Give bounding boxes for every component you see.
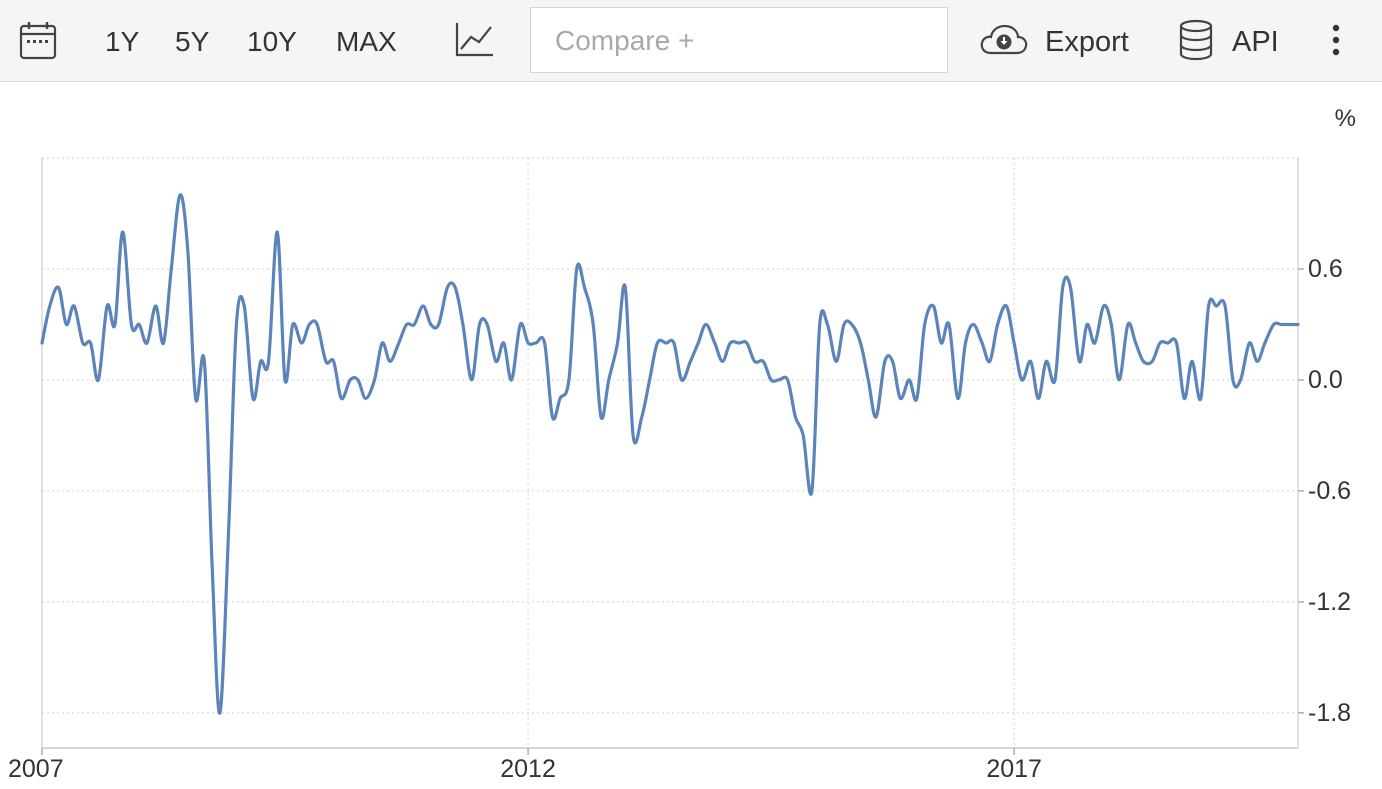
series-line-0	[40, 193, 1300, 715]
export-button[interactable]: Export	[1045, 26, 1129, 58]
y-tick-label: 0.0	[1308, 366, 1343, 394]
grid-layer	[41, 157, 1298, 748]
line-chart: 0.6 0.0 -0.6 -1.2 -1.8 2007 2012 2017%	[8, 105, 1356, 783]
chart-toolbar: 1Y 5Y 10Y MAX Export API	[0, 0, 1382, 82]
axis-layer	[41, 158, 1304, 755]
x-tick-label: 2012	[500, 755, 556, 783]
calendar-icon[interactable]	[18, 18, 58, 62]
vertical-dots-icon[interactable]	[1324, 18, 1348, 62]
y-tick-label: -1.2	[1308, 588, 1351, 616]
unit-label: %	[1335, 105, 1356, 132]
x-tick-label: 2017	[986, 755, 1042, 783]
label-layer: 0.6 0.0 -0.6 -1.2 -1.8 2007 2012 2017%	[8, 105, 1356, 783]
y-tick-label: 0.6	[1308, 255, 1343, 283]
y-tick-label: -0.6	[1308, 477, 1351, 505]
cloud-download-icon[interactable]	[978, 18, 1030, 62]
range-1y-button[interactable]: 1Y	[105, 26, 140, 57]
compare-input[interactable]	[553, 8, 947, 74]
series-layer	[40, 193, 1300, 715]
line-chart-icon[interactable]	[455, 18, 495, 62]
y-tick-label: -1.8	[1308, 699, 1351, 727]
compare-field	[530, 7, 948, 74]
range-max-button[interactable]: MAX	[336, 26, 397, 57]
database-icon[interactable]	[1176, 18, 1216, 62]
range-5y-button[interactable]: 5Y	[175, 26, 210, 57]
range-10y-button[interactable]: 10Y	[247, 26, 297, 57]
x-tick-label: 2007	[8, 755, 64, 783]
api-button[interactable]: API	[1232, 26, 1279, 58]
